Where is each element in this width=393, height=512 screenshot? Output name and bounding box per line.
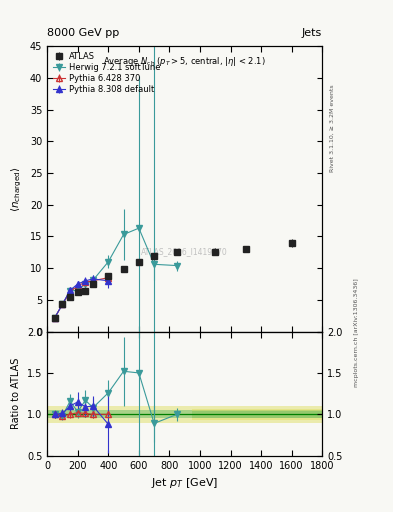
X-axis label: Jet $p_T$ [GeV]: Jet $p_T$ [GeV] — [151, 476, 218, 490]
Bar — [47, 406, 322, 422]
Bar — [47, 410, 322, 418]
Text: Rivet 3.1.10, ≥ 3.2M events: Rivet 3.1.10, ≥ 3.2M events — [330, 84, 335, 172]
Bar — [192, 411, 330, 418]
Text: Average $N_{\mathrm{ch}}$ ($p_T$$>$5, central, $|\eta|$ < 2.1): Average $N_{\mathrm{ch}}$ ($p_T$$>$5, ce… — [103, 55, 266, 68]
Text: 8000 GeV pp: 8000 GeV pp — [47, 28, 119, 38]
Bar — [192, 409, 330, 420]
Y-axis label: $\langle n_{\mathrm{charged}} \rangle$: $\langle n_{\mathrm{charged}} \rangle$ — [10, 166, 24, 211]
Legend: ATLAS, Herwig 7.2.1 softTune, Pythia 6.428 370, Pythia 8.308 default: ATLAS, Herwig 7.2.1 softTune, Pythia 6.4… — [51, 50, 162, 96]
Text: Jets: Jets — [302, 28, 322, 38]
Y-axis label: Ratio to ATLAS: Ratio to ATLAS — [11, 358, 21, 429]
Text: ATLAS_2016_I1419070: ATLAS_2016_I1419070 — [141, 247, 228, 256]
Text: mcplots.cern.ch [arXiv:1306.3436]: mcplots.cern.ch [arXiv:1306.3436] — [354, 279, 359, 387]
